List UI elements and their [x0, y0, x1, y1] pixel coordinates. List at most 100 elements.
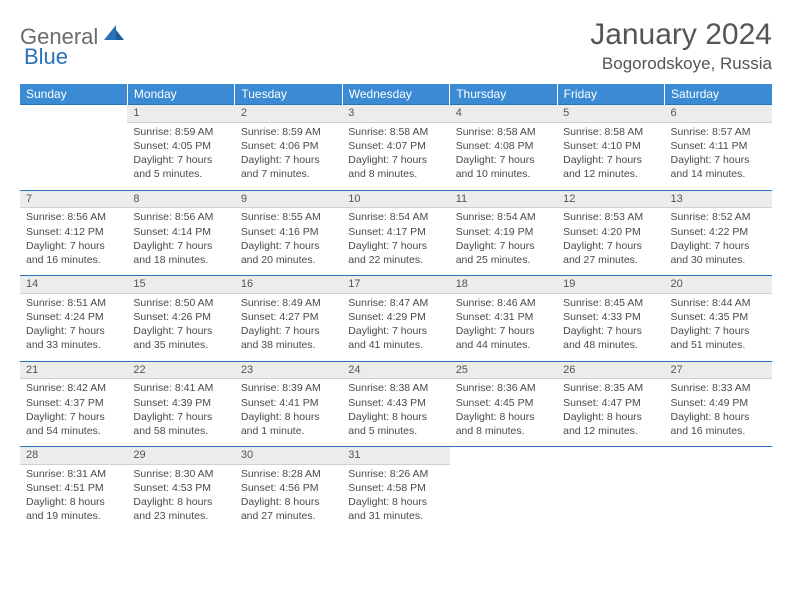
sunrise-line: Sunrise: 8:28 AM [241, 467, 336, 481]
day-number-cell [20, 105, 127, 123]
sunset-line: Sunset: 4:20 PM [563, 225, 658, 239]
sunrise-line: Sunrise: 8:58 AM [456, 125, 551, 139]
day-content-row: Sunrise: 8:31 AMSunset: 4:51 PMDaylight:… [20, 464, 772, 531]
day-number-cell: 27 [665, 361, 772, 379]
day-number-cell: 18 [450, 276, 557, 294]
weekday-header: Saturday [665, 84, 772, 105]
day-content-cell [450, 464, 557, 531]
daylight-line: Daylight: 7 hours and 18 minutes. [133, 239, 228, 267]
weekday-header: Tuesday [235, 84, 342, 105]
daylight-line: Daylight: 7 hours and 12 minutes. [563, 153, 658, 181]
daylight-line: Daylight: 8 hours and 31 minutes. [348, 495, 443, 523]
day-content-row: Sunrise: 8:51 AMSunset: 4:24 PMDaylight:… [20, 293, 772, 361]
day-number-cell: 15 [127, 276, 234, 294]
daylight-line: Daylight: 8 hours and 16 minutes. [671, 410, 766, 438]
sunrise-line: Sunrise: 8:39 AM [241, 381, 336, 395]
day-content-cell: Sunrise: 8:46 AMSunset: 4:31 PMDaylight:… [450, 293, 557, 361]
daylight-line: Daylight: 7 hours and 27 minutes. [563, 239, 658, 267]
daylight-line: Daylight: 7 hours and 30 minutes. [671, 239, 766, 267]
daylight-line: Daylight: 7 hours and 35 minutes. [133, 324, 228, 352]
day-number-cell: 10 [342, 190, 449, 208]
daylight-line: Daylight: 7 hours and 54 minutes. [26, 410, 121, 438]
sunset-line: Sunset: 4:43 PM [348, 396, 443, 410]
sunset-line: Sunset: 4:16 PM [241, 225, 336, 239]
sunrise-line: Sunrise: 8:33 AM [671, 381, 766, 395]
day-number-cell: 6 [665, 105, 772, 123]
day-content-cell: Sunrise: 8:57 AMSunset: 4:11 PMDaylight:… [665, 122, 772, 190]
day-content-cell: Sunrise: 8:45 AMSunset: 4:33 PMDaylight:… [557, 293, 664, 361]
daylight-line: Daylight: 7 hours and 41 minutes. [348, 324, 443, 352]
sunset-line: Sunset: 4:10 PM [563, 139, 658, 153]
daylight-line: Daylight: 7 hours and 16 minutes. [26, 239, 121, 267]
sunrise-line: Sunrise: 8:47 AM [348, 296, 443, 310]
sunset-line: Sunset: 4:27 PM [241, 310, 336, 324]
sunset-line: Sunset: 4:58 PM [348, 481, 443, 495]
day-content-cell: Sunrise: 8:26 AMSunset: 4:58 PMDaylight:… [342, 464, 449, 531]
day-number-cell: 21 [20, 361, 127, 379]
sunset-line: Sunset: 4:49 PM [671, 396, 766, 410]
day-content-row: Sunrise: 8:59 AM Sunset: 4:05 PM Daylight:… [20, 122, 772, 190]
day-content-cell: Sunrise: 8:51 AMSunset: 4:24 PMDaylight:… [20, 293, 127, 361]
sunset-line: Sunset: 4:39 PM [133, 396, 228, 410]
sunset-line: Sunset: 4:31 PM [456, 310, 551, 324]
day-content-row: Sunrise: 8:56 AMSunset: 4:12 PMDaylight:… [20, 208, 772, 276]
day-number-cell: 7 [20, 190, 127, 208]
daylight-line: Daylight: 7 hours and 14 minutes. [671, 153, 766, 181]
sunset-line: Sunset: 4:06 PM [241, 139, 336, 153]
day-content-cell [20, 122, 127, 190]
day-number-cell: 22 [127, 361, 234, 379]
day-content-cell: Sunrise: 8:31 AMSunset: 4:51 PMDaylight:… [20, 464, 127, 531]
sunrise-line: Sunrise: 8:36 AM [456, 381, 551, 395]
daylight-line: Daylight: 7 hours and 33 minutes. [26, 324, 121, 352]
day-number-row: 21222324252627 [20, 361, 772, 379]
day-number-cell [665, 447, 772, 465]
weekday-header: Friday [557, 84, 664, 105]
weekday-header: Wednesday [342, 84, 449, 105]
daylight-line: Daylight: 7 hours and 7 minutes. [241, 153, 336, 181]
sunrise-line: Sunrise: 8:59 AM [241, 125, 336, 139]
day-content-cell: Sunrise: 8:38 AMSunset: 4:43 PMDaylight:… [342, 379, 449, 447]
day-content-cell: Sunrise: 8:50 AMSunset: 4:26 PMDaylight:… [127, 293, 234, 361]
sunset-line: Sunset: 4:19 PM [456, 225, 551, 239]
day-number-cell: 8 [127, 190, 234, 208]
day-content-cell: Sunrise: 8:55 AMSunset: 4:16 PMDaylight:… [235, 208, 342, 276]
daylight-line: Daylight: 7 hours and 20 minutes. [241, 239, 336, 267]
daylight-line: Daylight: 7 hours and 48 minutes. [563, 324, 658, 352]
sunrise-line: Sunrise: 8:58 AM [563, 125, 658, 139]
sunset-line: Sunset: 4:22 PM [671, 225, 766, 239]
sunrise-line: Sunrise: 8:50 AM [133, 296, 228, 310]
day-content-cell: Sunrise: 8:49 AMSunset: 4:27 PMDaylight:… [235, 293, 342, 361]
day-content-cell: Sunrise: 8:42 AMSunset: 4:37 PMDaylight:… [20, 379, 127, 447]
day-content-cell: Sunrise: 8:58 AMSunset: 4:07 PMDaylight:… [342, 122, 449, 190]
sunset-line: Sunset: 4:33 PM [563, 310, 658, 324]
daylight-line: Daylight: 8 hours and 27 minutes. [241, 495, 336, 523]
daylight-line: Daylight: 8 hours and 1 minute. [241, 410, 336, 438]
sunrise-line: Sunrise: 8:45 AM [563, 296, 658, 310]
day-number-cell: 23 [235, 361, 342, 379]
sunset-line: Sunset: 4:05 PM [133, 139, 228, 153]
daylight-line: Daylight: 7 hours and 51 minutes. [671, 324, 766, 352]
day-number-cell: 13 [665, 190, 772, 208]
sunrise-line: Sunrise: 8:55 AM [241, 210, 336, 224]
day-content-cell: Sunrise: 8:59 AMSunset: 4:05 PMDaylight:… [127, 122, 234, 190]
day-content-cell: Sunrise: 8:28 AMSunset: 4:56 PMDaylight:… [235, 464, 342, 531]
day-content-cell: Sunrise: 8:44 AMSunset: 4:35 PMDaylight:… [665, 293, 772, 361]
sunrise-line: Sunrise: 8:31 AM [26, 467, 121, 481]
day-number-row: 78910111213 [20, 190, 772, 208]
sunset-line: Sunset: 4:12 PM [26, 225, 121, 239]
day-number-row: 14151617181920 [20, 276, 772, 294]
sunrise-line: Sunrise: 8:54 AM [348, 210, 443, 224]
day-number-cell: 30 [235, 447, 342, 465]
day-content-cell: Sunrise: 8:53 AMSunset: 4:20 PMDaylight:… [557, 208, 664, 276]
day-content-cell: Sunrise: 8:35 AMSunset: 4:47 PMDaylight:… [557, 379, 664, 447]
sunrise-line: Sunrise: 8:44 AM [671, 296, 766, 310]
daylight-line: Daylight: 7 hours and 44 minutes. [456, 324, 551, 352]
sunrise-line: Sunrise: 8:54 AM [456, 210, 551, 224]
day-number-cell: 2 [235, 105, 342, 123]
sunrise-line: Sunrise: 8:35 AM [563, 381, 658, 395]
sunset-line: Sunset: 4:53 PM [133, 481, 228, 495]
weekday-header: Thursday [450, 84, 557, 105]
daylight-line: Daylight: 8 hours and 23 minutes. [133, 495, 228, 523]
sunset-line: Sunset: 4:47 PM [563, 396, 658, 410]
day-number-cell: 25 [450, 361, 557, 379]
